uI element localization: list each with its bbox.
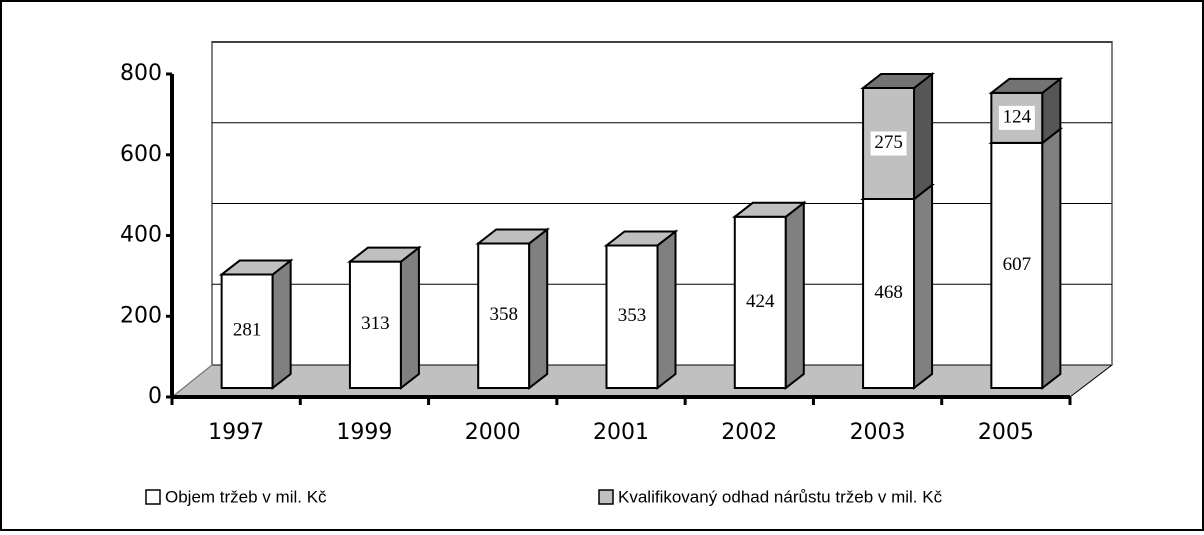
value-label: 353 <box>618 305 647 326</box>
y-tick-label: 0 <box>148 384 162 409</box>
bar-top <box>603 230 679 247</box>
bar-top <box>475 228 551 245</box>
label-bg <box>998 105 1035 130</box>
bar <box>603 229 679 391</box>
bar-top <box>860 73 935 90</box>
bar-side <box>399 245 420 391</box>
x-tick-label: 2002 <box>721 420 777 445</box>
bar-top <box>218 259 294 276</box>
y-tick-label: 400 <box>120 223 162 248</box>
value-label: 424 <box>746 291 775 312</box>
legend-label: Kvalifikovaný odhad nárůstu tržeb v mil.… <box>618 487 943 506</box>
bar-top <box>731 201 807 218</box>
bar <box>347 245 422 391</box>
legend-swatch <box>598 489 614 505</box>
value-label: 468 <box>874 282 903 303</box>
bar-side <box>784 200 805 391</box>
x-tick-label: 2001 <box>593 420 649 445</box>
x-tick-label: 2005 <box>978 420 1034 445</box>
value-label: 281 <box>233 320 262 341</box>
x-tick-label: 1999 <box>336 420 392 445</box>
y-tick-label: 600 <box>120 142 162 167</box>
bar-side <box>271 258 292 391</box>
bar-side <box>656 229 677 391</box>
bar-side <box>913 183 934 391</box>
bar-side <box>528 227 549 391</box>
x-tick-label: 2003 <box>850 420 906 445</box>
bar <box>731 200 807 391</box>
x-tick-label: 2000 <box>465 420 521 445</box>
value-label: 124 <box>1003 106 1032 127</box>
label-bg <box>870 131 907 156</box>
legend-swatch <box>145 489 161 505</box>
value-label: 275 <box>874 132 903 153</box>
bar-side <box>1041 126 1062 391</box>
bar <box>218 258 294 391</box>
y-tick-label: 200 <box>120 303 162 328</box>
legend-label: Objem tržeb v mil. Kč <box>165 487 327 506</box>
bar-top <box>988 77 1064 94</box>
value-label: 358 <box>489 304 518 325</box>
side-edge <box>171 364 213 398</box>
bar-top <box>347 246 422 263</box>
value-label: 313 <box>361 313 390 334</box>
bar <box>475 227 551 391</box>
value-label: 607 <box>1003 254 1032 275</box>
x-tick-label: 1997 <box>208 420 264 445</box>
y-tick-label: 800 <box>120 61 162 86</box>
bar-side <box>913 71 934 202</box>
